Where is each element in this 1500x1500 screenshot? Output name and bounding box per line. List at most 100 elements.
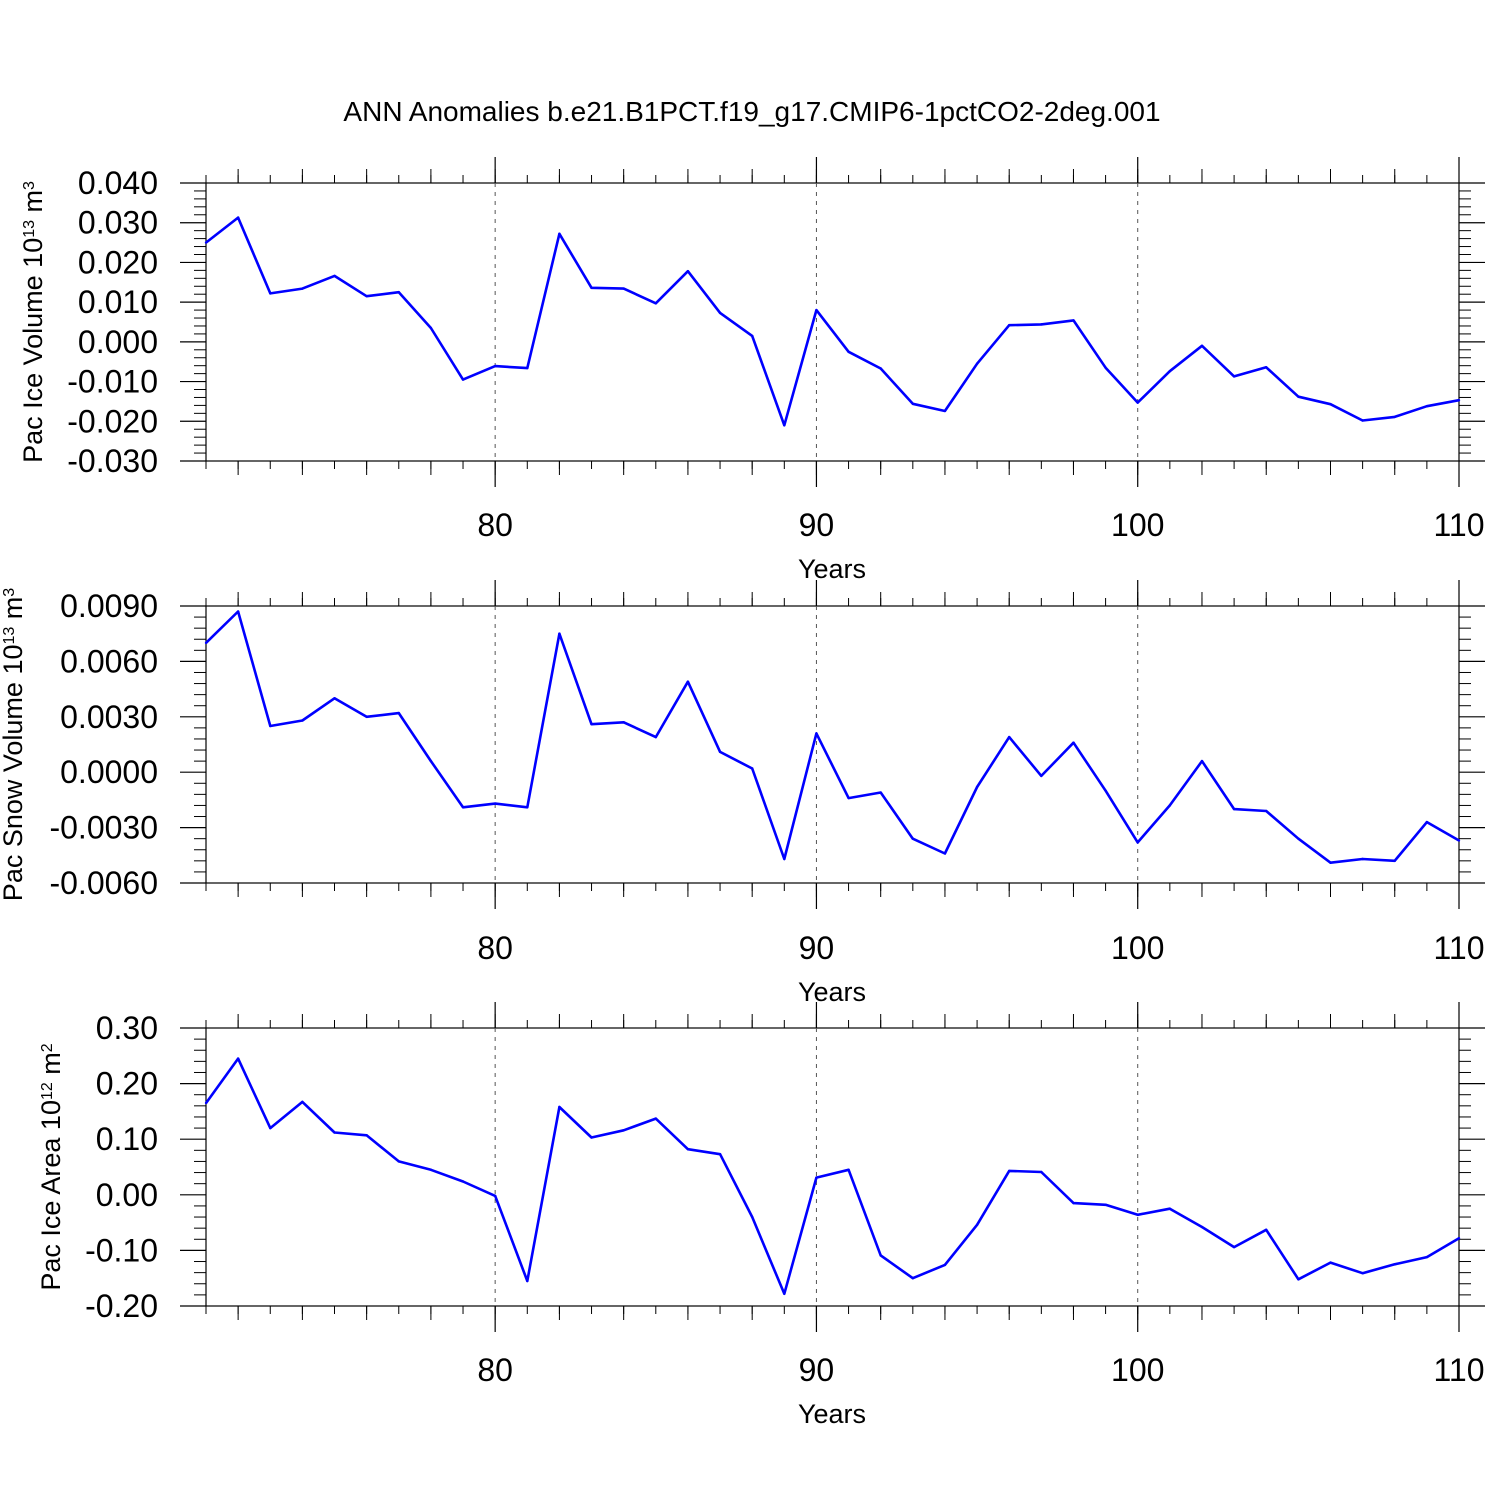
data-point xyxy=(301,719,304,722)
y-axis-label-text: Pac Snow Volume 10 xyxy=(0,645,28,902)
x-tick-label: 90 xyxy=(799,1352,835,1388)
data-point xyxy=(1168,804,1172,807)
data-point xyxy=(943,1263,947,1267)
y-tick-label: -0.0060 xyxy=(49,865,158,901)
data-point xyxy=(975,362,979,365)
data-point xyxy=(493,802,497,805)
data-point xyxy=(365,1134,368,1137)
data-point xyxy=(1072,319,1075,322)
data-point xyxy=(365,294,368,298)
x-tick-label: 80 xyxy=(477,1352,513,1388)
data-point xyxy=(750,334,754,338)
data-point xyxy=(1425,404,1429,408)
data-point xyxy=(1168,370,1172,373)
data-point xyxy=(1425,820,1429,824)
data-point xyxy=(269,1126,272,1130)
data-point xyxy=(750,1215,754,1219)
y-tick-label: -0.020 xyxy=(67,403,158,439)
y-tick-label: -0.20 xyxy=(85,1288,158,1324)
y-tick-label: -0.030 xyxy=(67,443,158,479)
data-point xyxy=(461,378,465,381)
y-axis-label: Pac Ice Area 1012 m2 xyxy=(36,1043,66,1290)
data-point xyxy=(1329,1261,1332,1264)
y-axis-label-unit-exp: 3 xyxy=(21,181,38,190)
data-point xyxy=(204,1101,208,1105)
data-point xyxy=(236,216,240,219)
panel-1: 80 90 100 110 -0.030 -0.020-0.010 0.000 0.010 0.… xyxy=(18,157,1485,584)
data-point xyxy=(622,287,625,290)
data-point xyxy=(493,364,497,368)
data-point xyxy=(1265,809,1268,813)
data-point xyxy=(1297,837,1300,840)
y-tick-label: -0.10 xyxy=(85,1232,158,1268)
data-point xyxy=(236,610,240,613)
data-point xyxy=(718,750,722,754)
x-tick-label: 110 xyxy=(1433,1352,1484,1388)
data-point xyxy=(333,697,336,700)
data-point xyxy=(1265,366,1268,369)
data-point xyxy=(911,837,915,840)
panel-2: 80 90 100 110 -0.0060 -0.0030 0.0000 0.0030 0.00… xyxy=(0,580,1485,1007)
data-point xyxy=(1040,1170,1043,1174)
data-point xyxy=(622,1129,625,1132)
data-point xyxy=(718,311,722,315)
data-point xyxy=(654,1117,657,1120)
data-point xyxy=(815,732,818,735)
data-point xyxy=(1393,415,1396,419)
data-point xyxy=(1072,741,1075,744)
data-point xyxy=(1104,789,1107,792)
panel-3: 80 90 100 110 -0.20 -0.10 0.00 0.10 0.20 0.30 Year… xyxy=(36,1002,1485,1429)
y-axis-label-unit: m xyxy=(18,190,48,220)
data-point xyxy=(333,274,336,278)
data-point xyxy=(236,1057,240,1060)
data-point xyxy=(686,1148,690,1151)
data-point xyxy=(1008,1169,1011,1173)
data-point xyxy=(879,367,882,370)
data-point xyxy=(1457,399,1461,402)
data-point xyxy=(975,785,979,789)
data-point xyxy=(1104,366,1107,369)
data-point xyxy=(1200,344,1204,348)
data-point xyxy=(815,308,818,312)
y-tick-label: 0.020 xyxy=(78,244,158,280)
data-point xyxy=(1200,1225,1204,1229)
y-tick-label: 0.0000 xyxy=(60,754,158,790)
x-axis-label: Years xyxy=(798,977,866,1007)
data-point xyxy=(333,1131,336,1134)
data-point xyxy=(429,759,433,763)
data-point xyxy=(1265,1228,1268,1232)
data-point xyxy=(493,1194,497,1198)
plot-frame xyxy=(205,605,1460,884)
data-point xyxy=(1329,861,1332,864)
x-axis-label: Years xyxy=(798,554,866,584)
y-tick-label: 0.030 xyxy=(78,205,158,241)
data-point xyxy=(1232,807,1236,811)
data-point xyxy=(365,715,368,718)
y-tick-label: -0.010 xyxy=(67,364,158,400)
data-point xyxy=(1425,1255,1429,1259)
y-tick-label: 0.00 xyxy=(96,1177,158,1213)
series-line xyxy=(205,216,1460,427)
x-tick-label: 100 xyxy=(1111,507,1164,543)
data-point xyxy=(397,1160,400,1163)
data-point xyxy=(783,1292,786,1295)
data-point xyxy=(1393,1263,1396,1266)
data-point xyxy=(526,366,529,370)
series-line xyxy=(205,610,1460,865)
data-point xyxy=(686,680,690,683)
y-axis-label: Pac Ice Volume 1013 m3 xyxy=(18,181,48,463)
data-point xyxy=(718,1153,722,1156)
x-axis-label: Years xyxy=(798,1399,866,1429)
y-tick-label: 0.30 xyxy=(96,1010,158,1046)
data-point xyxy=(1457,839,1461,842)
data-point xyxy=(975,1223,979,1227)
x-tick-label: 90 xyxy=(799,930,835,966)
data-point xyxy=(1361,857,1364,861)
data-point xyxy=(1297,1278,1300,1281)
y-axis-label-text: Pac Ice Area 10 xyxy=(36,1100,66,1291)
data-point xyxy=(1168,1207,1172,1210)
y-axis-label-unit: m xyxy=(36,1052,66,1082)
data-point xyxy=(879,1254,882,1257)
y-axis-label-exp: 13 xyxy=(21,220,38,238)
